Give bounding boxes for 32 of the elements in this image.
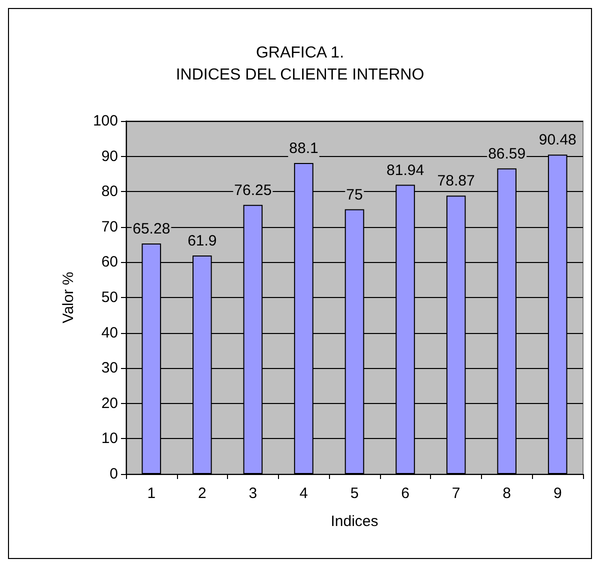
data-label: 78.87 [437,172,475,190]
x-tick-label: 5 [350,485,359,502]
x-tick-label: 7 [452,485,460,502]
x-tick-label: 9 [553,485,562,502]
y-tick-label: 0 [110,466,118,482]
y-tick-label: 30 [101,360,118,377]
y-tick-label: 100 [92,112,118,130]
x-tick-label: 1 [147,485,156,502]
chart-title: GRAFICA 1. INDICES DEL CLIENTE INTERNO [176,44,424,84]
y-tick-label: 80 [101,183,118,200]
y-tick-label: 90 [101,148,118,165]
data-label: 76.25 [234,182,272,199]
data-label: 90.48 [538,132,576,149]
x-tick-label: 8 [502,485,512,502]
y-tick-label: 40 [101,324,118,342]
data-label: 61.9 [188,232,217,250]
y-tick-label: 70 [101,218,118,236]
x-tick-label: 2 [198,485,206,502]
data-label: 75 [346,186,363,204]
x-tick-label: 4 [300,485,308,502]
data-label: 86.59 [488,145,526,162]
y-tick-label: 20 [101,394,118,412]
y-tick-label: 60 [101,254,118,271]
data-label: 88.1 [289,140,318,158]
data-label: 81.94 [386,162,424,179]
data-label: 65.28 [132,220,170,238]
x-tick-label: 3 [248,485,258,502]
y-tick-label: 50 [101,289,118,306]
y-axis-title: Valor % [60,272,77,324]
y-tick-label: 10 [101,430,118,448]
x-axis-title: Indices [330,513,378,530]
x-tick-label: 6 [401,485,410,502]
